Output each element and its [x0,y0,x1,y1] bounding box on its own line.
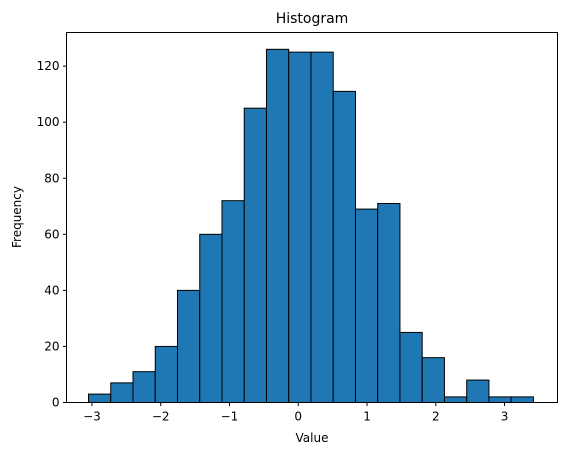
x-tick-label: −3 [83,410,101,424]
histogram-bar [421,357,445,404]
x-axis-ticks: −3 −2 −1 0 1 2 3 [83,402,509,424]
histogram-bar [377,202,401,403]
histogram-bar [132,371,156,403]
x-tick-label: 1 [363,410,371,424]
histogram-bar [443,396,468,404]
x-tick-label: 0 [294,410,302,424]
x-tick-label: −2 [152,410,170,424]
histogram-bar [154,345,178,403]
bars-group [88,48,534,404]
histogram-bar [110,382,134,403]
histogram-bar [176,289,201,403]
x-tick-label: 2 [432,410,440,424]
y-tick-label: 20 [44,339,59,353]
histogram-bar [488,396,512,404]
histogram-bar [354,208,379,403]
x-tick-label: −1 [221,410,239,424]
y-tick-label: 40 [44,283,59,297]
x-axis-label: Value [296,431,329,445]
x-tick-label: 3 [501,410,509,424]
histogram-bar [221,200,245,403]
chart-title: Histogram [276,11,349,27]
plot-frame [66,32,558,403]
histogram-bar [88,393,112,404]
histogram-bar [310,51,334,403]
y-tick-label: 100 [37,115,60,129]
histogram-bar [288,51,312,403]
y-tick-label: 60 [44,227,59,241]
y-axis-ticks: 0 20 40 60 80 100 120 [37,59,67,410]
histogram-bar [199,233,223,403]
histogram-bar [399,331,423,404]
histogram-bar [332,90,356,403]
y-axis-label: Frequency [10,186,24,248]
histogram-bar [466,379,490,403]
histogram-bar [265,48,290,404]
y-tick-label: 80 [44,171,59,185]
y-tick-label: 120 [37,59,60,73]
histogram-bar [243,107,267,403]
histogram-bar [510,396,534,404]
y-tick-label: 0 [52,396,60,410]
